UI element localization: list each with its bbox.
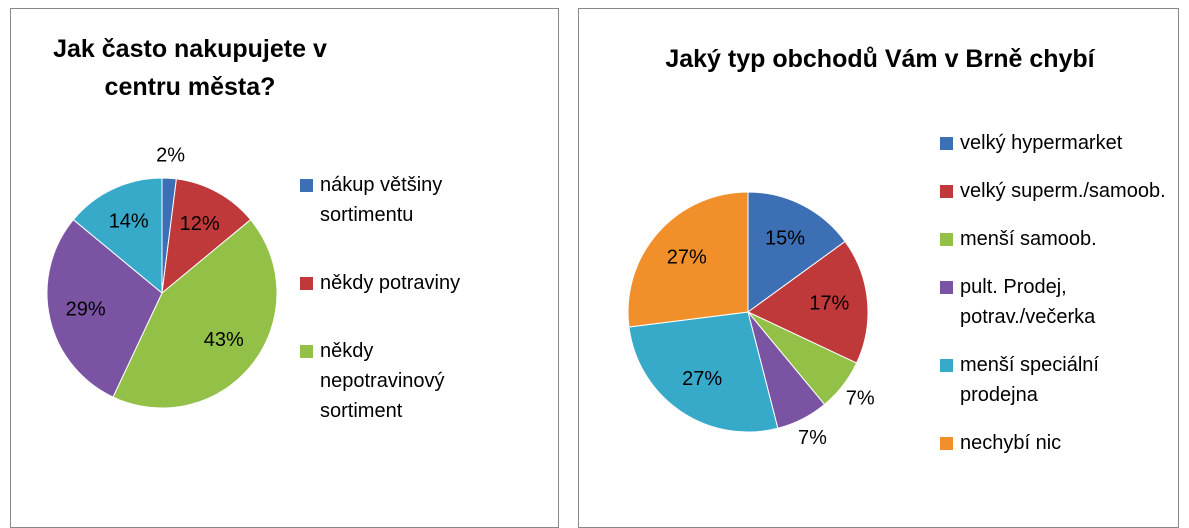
legend: nákup většiny sortimentu někdy potraviny n… [300,170,490,464]
data-label: 2% [156,145,185,167]
legend-item: někdy nepotravinový sortiment [300,336,490,426]
legend-swatch [940,281,953,294]
data-label: 43% [204,329,244,351]
legend-item: nákup většiny sortimentu [300,170,490,230]
pie-slice [112,218,278,409]
legend-label: nechybí nic [960,432,1062,454]
legend: velký hypermarket velký superm./samoob. me… [940,128,1170,476]
legend-swatch [940,437,953,450]
legend-label: nákup většiny sortimentu [320,174,443,226]
legend-item: nechybí nic [940,428,1170,458]
data-label: 12% [180,213,220,235]
pie-slice [46,218,163,398]
legend-swatch [300,277,313,290]
legend-swatch [300,345,313,358]
legend-label: někdy nepotravinový sortiment [320,340,445,422]
legend-label: menší samoob. [960,228,1097,250]
legend-swatch [940,359,953,372]
pie-slice [747,191,846,313]
legend-label: velký hypermarket [960,132,1123,154]
legend-swatch [300,179,313,192]
pie-slice [627,191,749,328]
data-label: 15% [765,228,805,250]
legend-label: menší speciální prodejna [960,354,1099,406]
data-label: 29% [66,298,106,320]
legend-swatch [940,185,953,198]
legend-item: velký superm./samoob. [940,176,1170,206]
charts: 2% 12% 43% 29% 14% 15% 17% 7% 7% 27% 27% [46,145,875,449]
pie-slice [747,240,869,364]
legend-item: menší speciální prodejna [940,350,1170,410]
legend-item: pult. Prodej, potrav./večerka [940,272,1170,332]
chart-title: Jak často nakupujete v centru města? [53,35,327,101]
chart-title: Jaký typ obchodů Vám v Brně chybí [665,45,1095,73]
legend-swatch [940,233,953,246]
data-label: 27% [682,368,722,390]
data-label: 27% [667,246,707,268]
data-label: 17% [809,293,849,315]
legend-label: někdy potraviny [320,272,461,294]
data-label: 7% [846,387,875,409]
pie-slice [72,177,163,295]
data-label: 14% [109,211,149,233]
legend-item: velký hypermarket [940,128,1170,158]
data-label: 7% [798,427,827,449]
pie-slice [161,178,252,295]
legend-item: někdy potraviny [300,268,490,298]
legend-label: velký superm./samoob. [960,180,1166,202]
pie-slice [628,311,779,433]
page: 2%12%43%29%14%15%17%7%7%27%27% (() => { … [10,8,1179,528]
legend-item: menší samoob. [940,224,1170,254]
legend-swatch [940,137,953,150]
legend-label: pult. Prodej, potrav./večerka [960,276,1096,328]
